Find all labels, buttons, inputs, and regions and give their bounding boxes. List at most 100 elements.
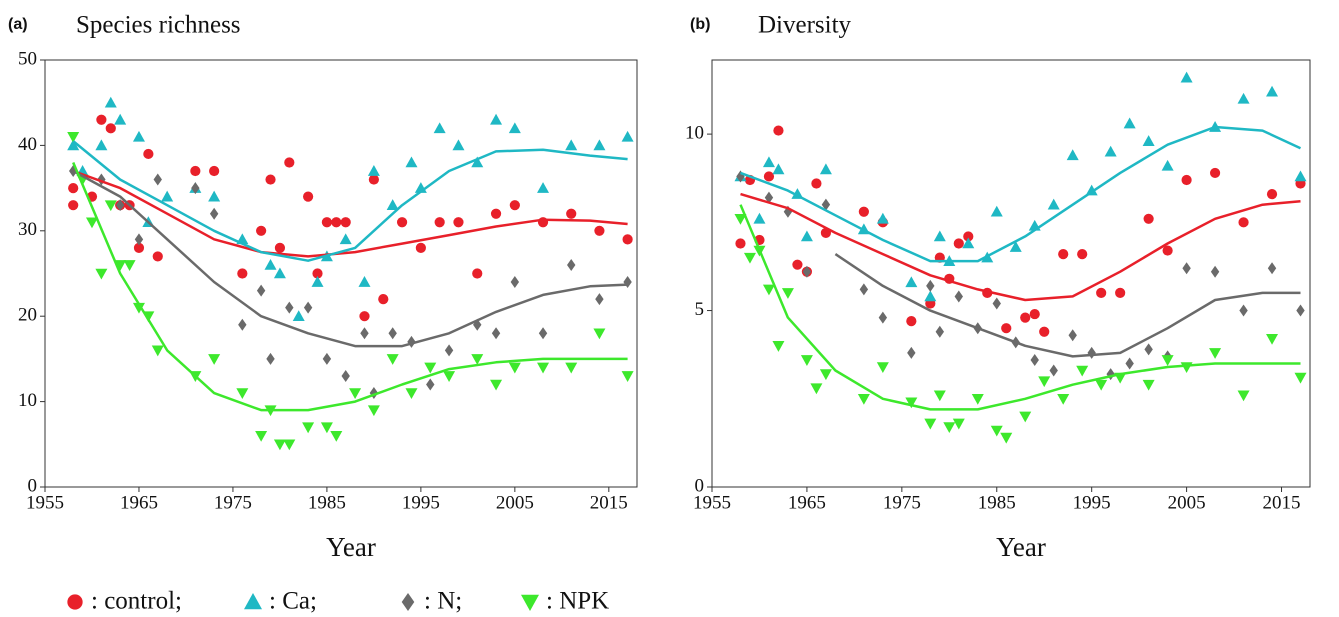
point [471, 156, 484, 168]
point [1237, 92, 1250, 104]
point [331, 217, 342, 228]
x-tick-label: 2015 [1263, 492, 1301, 513]
point [819, 369, 832, 381]
point [444, 344, 454, 357]
point [858, 206, 869, 217]
point [396, 217, 408, 228]
legend-label: : N; [424, 588, 462, 615]
point [274, 242, 286, 253]
point [386, 199, 399, 210]
point [453, 217, 464, 228]
panel-label: (a) [8, 16, 28, 33]
point [933, 390, 946, 402]
point [772, 163, 785, 175]
point [595, 293, 604, 306]
point [1143, 213, 1154, 224]
point [821, 198, 831, 211]
x-tick-label: 1975 [214, 492, 252, 513]
x-tick-label: 1975 [883, 492, 921, 513]
point [1296, 304, 1305, 317]
point [1181, 174, 1192, 186]
point [763, 171, 775, 182]
point [762, 156, 775, 168]
point [1161, 355, 1174, 366]
point [490, 208, 502, 219]
point [490, 113, 503, 125]
x-tick-label: 2005 [1168, 492, 1206, 513]
point [764, 191, 774, 204]
trend-line [740, 192, 1301, 302]
legend-label: : control; [91, 588, 182, 615]
point [1076, 365, 1089, 377]
point [1030, 353, 1039, 366]
trend-line [72, 140, 628, 262]
point [1020, 312, 1031, 323]
point [1180, 71, 1193, 83]
point [360, 327, 369, 340]
point [859, 283, 869, 296]
point [954, 290, 963, 303]
point [424, 362, 437, 374]
chart-title: Diversity [758, 12, 852, 39]
point [962, 237, 975, 249]
legend-marker [521, 594, 539, 611]
point [876, 212, 889, 224]
point [236, 388, 249, 400]
y-tick-label: 10 [685, 122, 704, 143]
point [132, 302, 145, 314]
point [237, 268, 248, 279]
point [990, 205, 1003, 217]
point [378, 294, 389, 305]
point [208, 354, 221, 365]
point [963, 231, 974, 242]
point [321, 217, 333, 228]
trend-line [72, 169, 628, 258]
point [538, 327, 548, 340]
x-tick-label: 1965 [120, 492, 158, 513]
y-tick-label: 0 [28, 475, 38, 496]
point [153, 173, 162, 186]
x-axis-title: Year [996, 532, 1046, 562]
point [433, 122, 446, 134]
point [800, 230, 813, 242]
point [510, 276, 520, 289]
point [368, 174, 379, 185]
point [509, 200, 520, 211]
point [1161, 159, 1174, 171]
point [734, 214, 747, 225]
point [1162, 245, 1173, 256]
point [935, 325, 945, 338]
point [105, 123, 116, 134]
point [952, 418, 965, 430]
point [819, 163, 832, 175]
point [341, 369, 350, 382]
x-tick-label: 1995 [402, 492, 440, 513]
point [1123, 117, 1136, 129]
point [67, 139, 80, 151]
point [565, 139, 578, 151]
point [330, 430, 343, 442]
point [1182, 262, 1191, 275]
point [340, 217, 351, 228]
point [593, 139, 606, 151]
point [320, 422, 333, 434]
point [621, 130, 634, 142]
point [434, 217, 445, 228]
point [339, 233, 352, 245]
point [1039, 326, 1050, 337]
point [907, 346, 916, 359]
y-tick-label: 30 [18, 219, 37, 240]
point [1104, 145, 1117, 157]
point [104, 96, 117, 108]
legend-marker [401, 593, 415, 611]
point [593, 328, 606, 340]
point [565, 362, 578, 374]
point [566, 208, 577, 219]
point [358, 276, 371, 287]
point [1209, 167, 1221, 179]
point [143, 148, 154, 160]
panel-label: (b) [690, 16, 710, 33]
point [114, 260, 127, 271]
point [190, 165, 201, 177]
point [97, 173, 106, 186]
